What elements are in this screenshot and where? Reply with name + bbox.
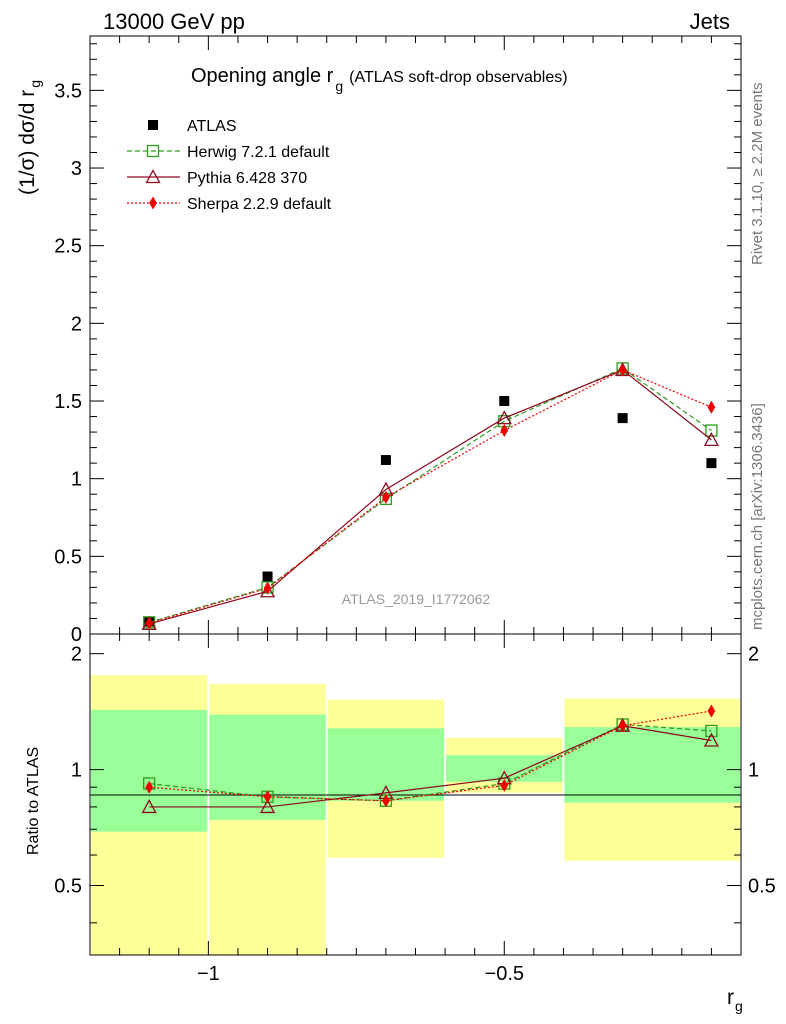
main-data-point (380, 455, 391, 466)
main-data-point (259, 583, 276, 598)
legend: ATLAS Herwig 7.2.1 default Pythia 6.428 37… (127, 118, 332, 213)
ratio-data-point (705, 724, 718, 738)
watermark: ATLAS_2019_I1772062 (342, 591, 491, 607)
main-data-point (145, 616, 154, 630)
legend-label: Herwig 7.2.1 default (187, 144, 330, 161)
ratio-ytick-label-left: 1 (71, 760, 82, 782)
ratio-ytick-label-left: 0.5 (54, 876, 82, 898)
ratio-uncertainty-bands (91, 675, 740, 955)
ratio-series-line (149, 710, 712, 802)
main-data-point (499, 396, 510, 407)
main-data-point (618, 363, 627, 377)
legend-marker (145, 169, 161, 184)
ratio-inner-band (446, 755, 563, 782)
main-data-point (707, 400, 716, 414)
main-ytick-label: 2 (71, 313, 82, 335)
ratio-ytick-label-left: 2 (71, 644, 82, 666)
ratio-data-point (382, 794, 390, 808)
x-axis-label: rg (727, 986, 743, 1014)
header-left-label: 13000 GeV pp (103, 9, 245, 34)
ratio-data-point (707, 704, 716, 718)
main-ytick-label: 1.5 (54, 391, 82, 413)
main-series-line (149, 369, 712, 624)
xtick-label: −0.5 (485, 963, 524, 985)
ratio-ytick-label-right: 2 (748, 644, 759, 666)
rivet-label: Rivet 3.1.10, ≥ 2.2M events (749, 83, 766, 266)
main-panel: 0 0.5 1 1.5 2 2.5 3 3.5 Opening angle r g (ATLAS … (16, 35, 742, 646)
ratio-data-point (500, 778, 509, 792)
main-ytick-label: 0 (71, 624, 82, 646)
ratio-inner-band (327, 728, 445, 801)
ratio-data-point (141, 799, 157, 814)
ratio-ytick-label-right: 0.5 (748, 876, 776, 898)
legend-marker (148, 120, 158, 130)
main-data-point (617, 413, 628, 424)
main-ytick-label: 2.5 (54, 236, 82, 258)
main-data-point (706, 458, 717, 469)
main-data-point (263, 581, 272, 595)
legend-label: Pythia 6.428 370 (187, 170, 307, 187)
main-series-line (149, 369, 712, 625)
main-title: Opening angle r g (ATLAS soft-drop observa… (191, 65, 568, 94)
main-data-point (382, 490, 390, 504)
ratio-frame (89, 633, 742, 956)
main-ytick-label: 1 (71, 469, 82, 491)
main-ytick-label: 0.5 (54, 546, 82, 568)
main-subtitle: (ATLAS soft-drop observables) (349, 69, 567, 86)
ratio-inner-band (209, 714, 326, 820)
main-ytick-label: 3 (71, 158, 82, 180)
mcplots-label: mcplots.cern.ch [arXiv:1306.3436] (749, 403, 766, 630)
main-ytick-labels: 0 0.5 1 1.5 2 2.5 3 3.5 (54, 80, 82, 646)
main-data-point (705, 424, 718, 437)
ratio-data-point (259, 799, 276, 814)
ratio-ytick-label-right: 1 (748, 760, 759, 782)
main-series-layer (141, 362, 720, 631)
ratio-data-point (145, 780, 154, 794)
legend-marker (149, 196, 157, 210)
main-data-point (500, 424, 509, 438)
legend-label: ATLAS (187, 118, 237, 135)
ratio-data-point (703, 732, 720, 747)
header-right-label: Jets (690, 9, 730, 34)
ratio-panel: 0.5 0.5 1 1 2 2 −1 −0.5 Ratio to ATLAS rg (25, 633, 776, 1014)
ratio-data-point (263, 790, 272, 804)
ratio-inner-band (91, 709, 208, 832)
ratio-series-line (149, 723, 712, 802)
xtick-labels: −1 −0.5 (197, 963, 524, 985)
ratio-series-layer (141, 704, 720, 814)
main-series-line (149, 367, 712, 623)
xtick-label: −1 (197, 963, 220, 985)
legend-label: Sherpa 2.2.9 default (187, 196, 332, 213)
main-ylabel: (1/σ) dσ/d rg (16, 80, 43, 195)
main-data-point (703, 431, 720, 446)
main-data-point (496, 410, 512, 425)
main-ytick-label: 3.5 (54, 80, 82, 102)
ratio-ylabel: Ratio to ATLAS (25, 747, 42, 855)
main-data-point (262, 571, 273, 582)
ratio-series-line (149, 725, 712, 808)
legend-marker (146, 144, 160, 158)
ratio-ytick-labels: 0.5 0.5 1 1 2 2 (54, 644, 776, 898)
ratio-data-point (618, 719, 627, 733)
